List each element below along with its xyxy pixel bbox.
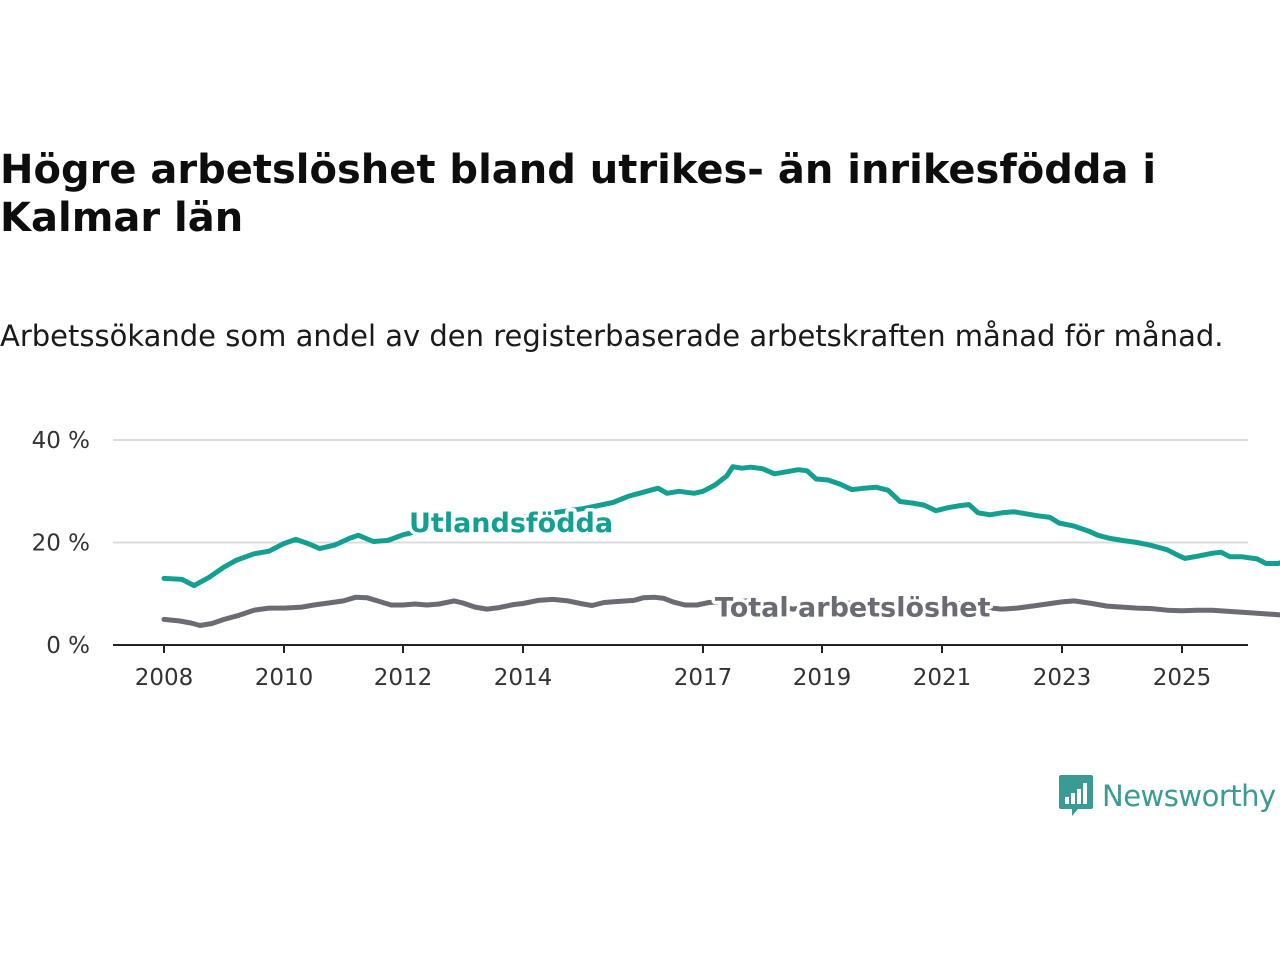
- x-tick-label: 2017: [674, 665, 733, 691]
- y-axis: 0 % 20 % 40 %: [32, 428, 90, 659]
- x-tick-label: 2010: [255, 665, 314, 691]
- x-tick-label: 2014: [494, 665, 553, 691]
- series-label: Utlandsfödda: [409, 508, 613, 539]
- chart-title: Högre arbetslöshet bland utrikes- än inr…: [0, 147, 1157, 241]
- series-line: [161, 464, 1280, 589]
- series-line: [161, 594, 1280, 628]
- line-chart: 0 % 20 % 40 % 2008 2010 2012 2014 2017 2019 2021…: [32, 428, 1280, 691]
- y-tick-label: 20 %: [32, 531, 90, 557]
- x-tick-label: 2025: [1153, 665, 1212, 691]
- x-tick-label: 2021: [913, 665, 972, 691]
- x-tick-label: 2023: [1033, 665, 1092, 691]
- x-axis: 2008 2010 2012 2014 2017 2019 2021 2023 2025: [135, 645, 1212, 691]
- newsworthy-logo: Newsworthy: [1058, 772, 1276, 820]
- series-lines: [161, 464, 1280, 628]
- brand-name: Newsworthy: [1102, 779, 1276, 813]
- x-tick-label: 2019: [793, 665, 852, 691]
- series-label: Total arbetslöshet: [715, 593, 991, 624]
- x-tick-label: 2012: [374, 665, 433, 691]
- chart-subtitle: Arbetssökande som andel av den registerb…: [0, 319, 1224, 353]
- newsworthy-logo-icon: [1059, 775, 1093, 816]
- x-tick-label: 2008: [135, 665, 194, 691]
- y-tick-label: 40 %: [32, 428, 90, 454]
- y-tick-label: 0 %: [46, 633, 90, 659]
